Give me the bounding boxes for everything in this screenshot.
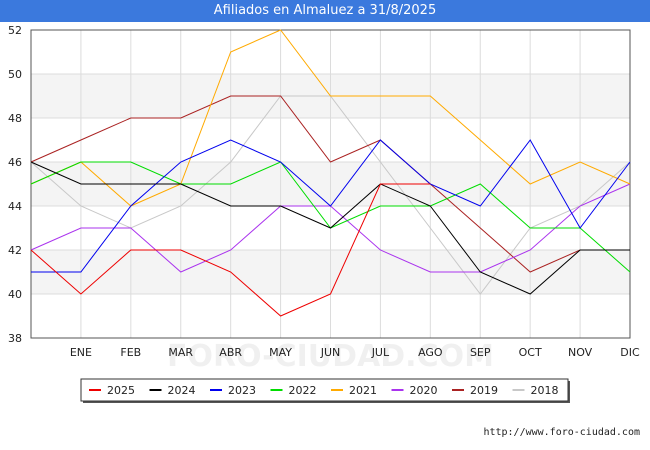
series-line-2019 <box>30 95 630 273</box>
legend-label-2020: 2020 <box>410 384 438 397</box>
x-tick-label: JUL <box>371 346 390 359</box>
x-tick-label: NOV <box>568 346 593 359</box>
legend-label-2021: 2021 <box>349 384 377 397</box>
x-tick-label: ABR <box>219 346 242 359</box>
legend-label-2019: 2019 <box>470 384 498 397</box>
y-tick-label: 40 <box>8 288 22 301</box>
y-tick-label: 42 <box>8 244 22 257</box>
series-line-2023 <box>31 139 631 273</box>
watermark: FORO-CIUDAD.COM <box>167 339 494 374</box>
x-tick-label: ENE <box>70 346 92 359</box>
legend-label-2024: 2024 <box>168 384 196 397</box>
x-tick-label: FEB <box>120 346 141 359</box>
x-tick-label: JUN <box>320 346 341 359</box>
x-tick-label: AGO <box>418 346 443 359</box>
x-tick-label: OCT <box>519 346 542 359</box>
x-tick-label: MAR <box>168 346 193 359</box>
legend-label-2023: 2023 <box>228 384 256 397</box>
y-tick-label: 52 <box>8 24 22 37</box>
chart-title: Afiliados en Almaluez a 31/8/2025 <box>0 0 650 22</box>
legend-label-2025: 2025 <box>107 384 135 397</box>
source-url[interactable]: http://www.foro-ciudad.com <box>483 427 640 438</box>
x-tick-label: DIC <box>620 346 640 359</box>
y-tick-label: 50 <box>8 68 22 81</box>
x-tick-label: SEP <box>470 346 491 359</box>
legend-label-2018: 2018 <box>531 384 559 397</box>
series-line-2025 <box>30 183 431 317</box>
x-tick-label: MAY <box>269 346 292 359</box>
legend-box <box>80 378 569 402</box>
y-tick-label: 46 <box>8 156 22 169</box>
y-tick-label: 38 <box>8 332 22 345</box>
legend-label-2022: 2022 <box>289 384 317 397</box>
y-tick-label: 48 <box>8 112 22 125</box>
series-line-2024 <box>30 161 630 295</box>
y-tick-label: 44 <box>8 200 22 213</box>
